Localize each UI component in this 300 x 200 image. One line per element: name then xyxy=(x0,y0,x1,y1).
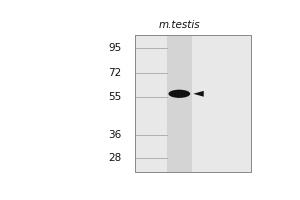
Text: 36: 36 xyxy=(108,130,121,140)
Text: 72: 72 xyxy=(108,68,121,78)
Ellipse shape xyxy=(169,90,190,98)
Text: 28: 28 xyxy=(108,153,121,163)
Text: 55: 55 xyxy=(108,92,121,102)
Bar xyxy=(135,35,251,172)
Bar xyxy=(167,35,192,172)
Text: 95: 95 xyxy=(108,43,121,53)
Bar xyxy=(135,35,251,172)
Text: m.testis: m.testis xyxy=(158,20,200,30)
Polygon shape xyxy=(193,91,204,97)
